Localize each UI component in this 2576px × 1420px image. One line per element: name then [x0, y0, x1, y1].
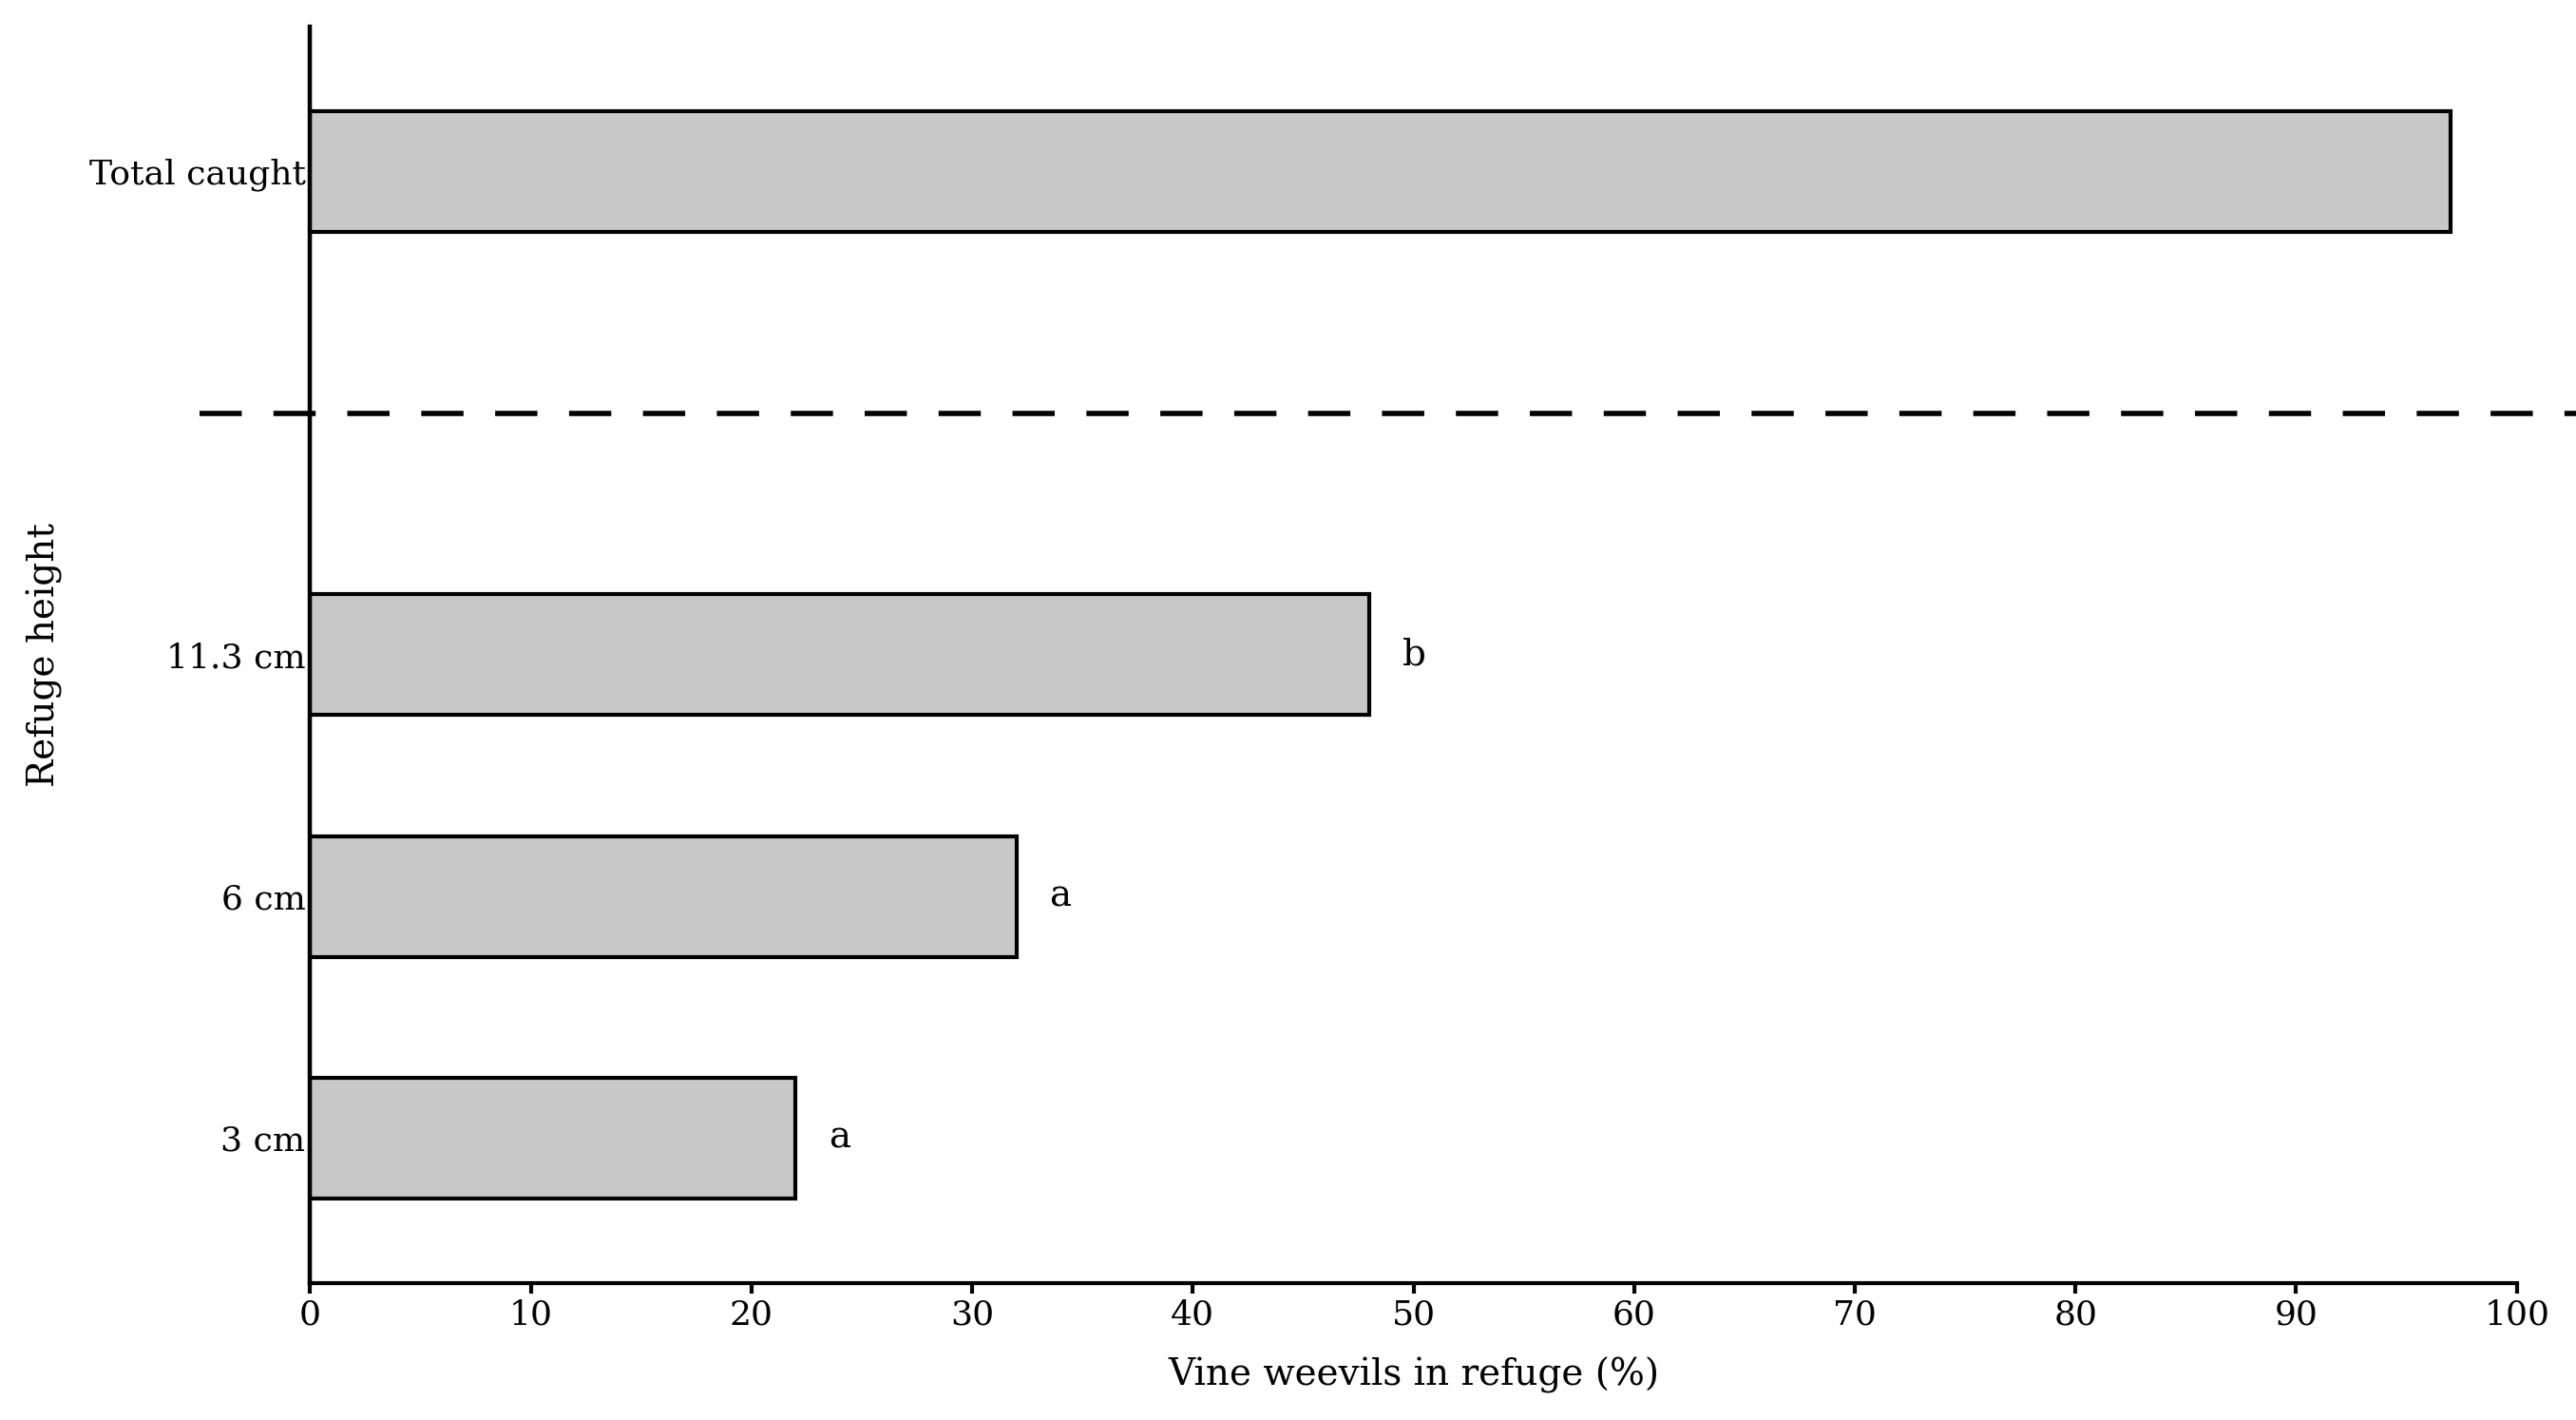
- Text: b: b: [1401, 638, 1427, 673]
- X-axis label: Vine weevils in refuge (%): Vine weevils in refuge (%): [1167, 1358, 1659, 1393]
- Text: a: a: [1048, 879, 1072, 914]
- Bar: [309, 836, 1018, 957]
- Bar: [309, 111, 2450, 231]
- Bar: [309, 1078, 796, 1198]
- Bar: [309, 595, 1370, 716]
- Text: a: a: [829, 1120, 850, 1156]
- Y-axis label: Refuge height: Refuge height: [26, 523, 62, 787]
